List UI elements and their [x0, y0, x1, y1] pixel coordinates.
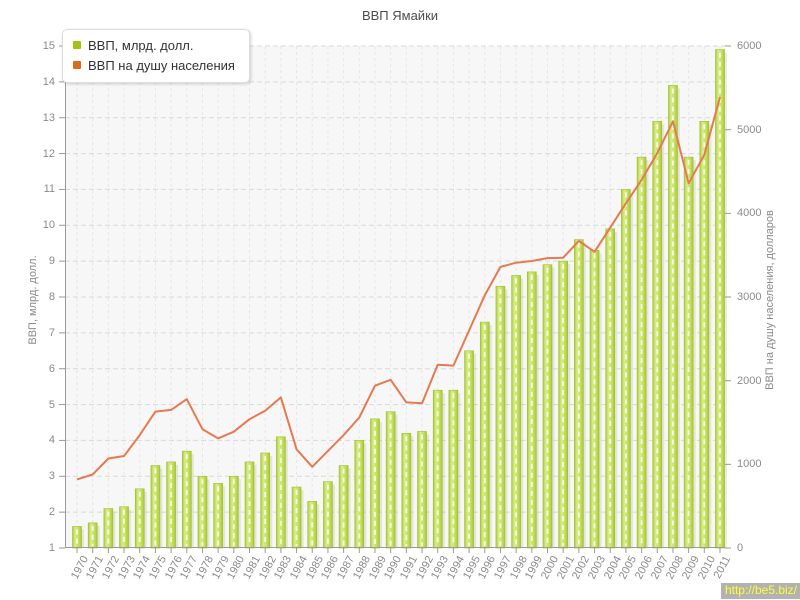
- left-tick-label: 6: [48, 362, 55, 375]
- left-tick-label: 12: [42, 147, 55, 160]
- legend-item-gdp-per-capita[interactable]: ВВП на душу населения: [73, 56, 235, 76]
- right-tick-label: 6000: [737, 40, 762, 52]
- chart-canvas: [59, 45, 731, 553]
- left-tick-label: 9: [48, 255, 55, 268]
- left-tick-label: 14: [42, 75, 55, 88]
- left-tick-label: 4: [48, 434, 55, 447]
- left-tick-label: 1: [48, 542, 55, 554]
- plot-area: [59, 45, 731, 553]
- legend-swatch-gdp-icon: [73, 41, 81, 49]
- watermark-link[interactable]: http://be5.biz/: [720, 583, 800, 599]
- legend-label-gdp-per-capita: ВВП на душу населения: [88, 58, 235, 73]
- left-tick-label: 8: [48, 291, 55, 303]
- left-tick-label: 7: [48, 326, 55, 339]
- left-tick-label: 13: [42, 111, 55, 124]
- chart-title: ВВП Ямайки: [361, 8, 439, 23]
- right-tick-label: 5000: [737, 123, 762, 136]
- bars-layer: [72, 49, 727, 549]
- legend-swatch-gdp-per-capita-icon: [73, 61, 81, 69]
- right-tick-label: 0: [737, 542, 744, 554]
- left-axis-title: ВВП, млрд. долл.: [27, 255, 39, 345]
- right-tick-label: 4000: [737, 207, 762, 220]
- left-tick-label: 2: [48, 506, 55, 519]
- left-tick-label: 10: [42, 219, 55, 232]
- left-tick-label: 11: [43, 183, 55, 196]
- left-tick-label: 5: [48, 398, 55, 411]
- legend-label-gdp: ВВП, млрд. долл.: [88, 38, 194, 53]
- legend-item-gdp[interactable]: ВВП, млрд. долл.: [73, 36, 235, 56]
- legend: ВВП, млрд. долл. ВВП на душу населения: [62, 29, 250, 83]
- right-tick-label: 2000: [737, 374, 762, 387]
- right-tick-label: 1000: [737, 458, 762, 471]
- gdp-per-capita-line: [76, 96, 721, 481]
- left-tick-label: 15: [42, 40, 55, 52]
- right-axis-title: ВВП на душу населения, долларов: [764, 210, 776, 390]
- left-tick-label: 3: [48, 470, 55, 483]
- right-tick-label: 3000: [737, 291, 762, 303]
